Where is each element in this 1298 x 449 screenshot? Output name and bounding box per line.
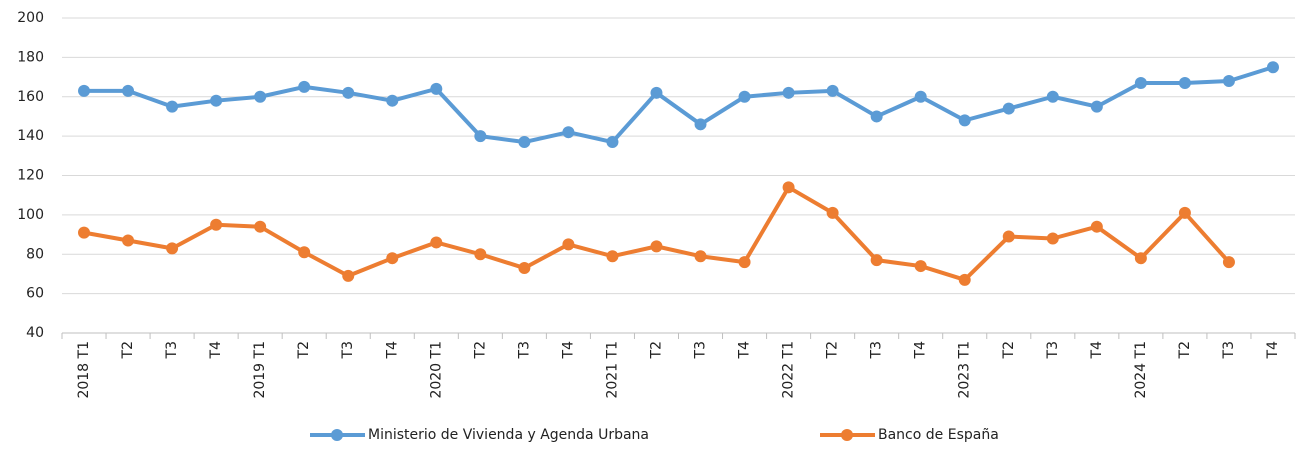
point bbox=[694, 118, 707, 131]
point bbox=[298, 246, 311, 259]
y-tick-label: 40 bbox=[26, 325, 44, 341]
point bbox=[342, 269, 355, 282]
x-tick-label: T4 bbox=[913, 341, 929, 360]
y-tick-label: 180 bbox=[17, 49, 44, 65]
x-tick-label: T3 bbox=[164, 341, 180, 359]
point bbox=[606, 136, 619, 149]
series-line bbox=[83, 185, 1231, 282]
x-tick-label: T2 bbox=[120, 341, 136, 359]
point bbox=[474, 130, 487, 143]
point bbox=[1090, 100, 1103, 113]
legend-label: Ministerio de Vivienda y Agenda Urbana bbox=[368, 427, 649, 443]
x-tick-label: T2 bbox=[648, 341, 664, 359]
point bbox=[166, 100, 179, 113]
point bbox=[782, 86, 795, 99]
point bbox=[1222, 75, 1235, 87]
point bbox=[826, 84, 839, 97]
point bbox=[562, 238, 575, 251]
point bbox=[958, 273, 971, 286]
point bbox=[1134, 252, 1147, 265]
x-tick-label: T4 bbox=[560, 341, 576, 360]
point bbox=[122, 84, 135, 97]
x-tick-label: T3 bbox=[1221, 341, 1237, 359]
x-tick-label: T4 bbox=[737, 341, 753, 360]
x-tick-label: 2020 T1 bbox=[428, 341, 444, 399]
x-tick-label: T3 bbox=[1045, 341, 1061, 359]
point bbox=[386, 252, 399, 265]
point bbox=[1002, 102, 1015, 115]
x-tick-label: T3 bbox=[693, 341, 709, 359]
x-tick-label: T2 bbox=[1177, 341, 1193, 359]
x-tick-label: T4 bbox=[1265, 341, 1281, 360]
legend-marker bbox=[331, 429, 343, 441]
point bbox=[738, 256, 751, 269]
point bbox=[1266, 61, 1279, 74]
y-tick-label: 160 bbox=[17, 89, 44, 105]
point bbox=[738, 90, 751, 103]
legend-marker bbox=[841, 429, 853, 441]
point bbox=[1178, 76, 1191, 89]
point bbox=[210, 218, 223, 231]
point bbox=[826, 206, 839, 219]
x-tick-label: T2 bbox=[296, 341, 312, 359]
point bbox=[1222, 256, 1235, 269]
x-tick-label: T4 bbox=[384, 341, 400, 360]
x-tick-label: T2 bbox=[825, 341, 841, 359]
point bbox=[650, 86, 663, 99]
point bbox=[1046, 232, 1059, 245]
point bbox=[782, 181, 795, 194]
y-tick-label: 60 bbox=[26, 286, 44, 302]
x-tick-label: 2019 T1 bbox=[252, 341, 268, 399]
point bbox=[914, 90, 927, 103]
x-tick-label: 2024 T1 bbox=[1133, 341, 1149, 399]
point bbox=[518, 262, 531, 275]
point bbox=[430, 236, 443, 249]
point bbox=[386, 94, 399, 107]
point bbox=[914, 260, 927, 273]
point bbox=[562, 126, 575, 139]
point bbox=[166, 242, 179, 255]
y-tick-label: 200 bbox=[17, 10, 44, 26]
series-line bbox=[84, 65, 1274, 145]
point bbox=[1134, 76, 1147, 89]
x-tick-label: T3 bbox=[340, 341, 356, 359]
x-tick-label: 2021 T1 bbox=[604, 341, 620, 399]
x-tick-label: T2 bbox=[472, 341, 488, 359]
point bbox=[210, 94, 223, 107]
point bbox=[1178, 206, 1191, 219]
point bbox=[430, 82, 443, 95]
x-tick-label: T4 bbox=[208, 341, 224, 360]
x-tick-label: T4 bbox=[1089, 341, 1105, 360]
point bbox=[1046, 90, 1059, 103]
point bbox=[650, 240, 663, 253]
y-tick-label: 80 bbox=[26, 246, 44, 262]
x-tick-label: T2 bbox=[1001, 341, 1017, 359]
point bbox=[78, 84, 91, 97]
point bbox=[78, 226, 91, 239]
point bbox=[606, 250, 619, 263]
point bbox=[474, 248, 487, 261]
point bbox=[254, 90, 267, 103]
x-tick-label: 2022 T1 bbox=[781, 341, 797, 399]
point bbox=[870, 110, 883, 123]
x-tick-label: 2023 T1 bbox=[957, 341, 973, 399]
y-tick-label: 100 bbox=[17, 207, 44, 223]
point bbox=[518, 136, 531, 149]
point bbox=[342, 86, 355, 99]
x-tick-label: 2018 T1 bbox=[76, 341, 92, 399]
y-tick-label: 120 bbox=[17, 168, 44, 184]
point bbox=[1002, 230, 1015, 243]
point bbox=[694, 250, 707, 263]
point bbox=[870, 254, 883, 267]
point bbox=[122, 234, 135, 247]
y-tick-label: 140 bbox=[17, 128, 44, 144]
legend-label: Banco de España bbox=[878, 427, 999, 443]
point bbox=[958, 114, 971, 127]
x-tick-label: T3 bbox=[869, 341, 885, 359]
point bbox=[1090, 220, 1103, 233]
point bbox=[254, 220, 267, 233]
x-tick-label: T3 bbox=[516, 341, 532, 359]
point bbox=[298, 80, 311, 93]
